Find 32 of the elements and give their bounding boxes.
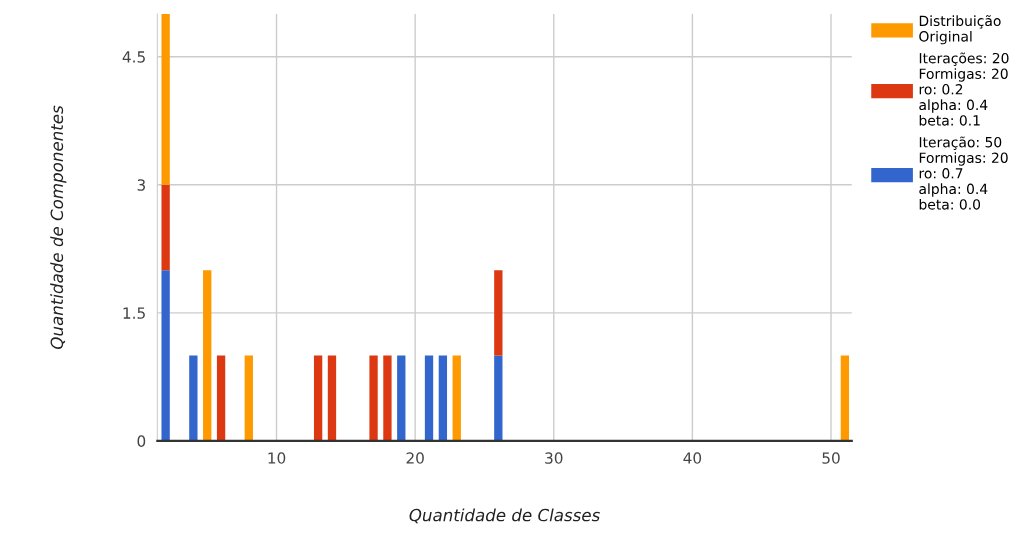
y-tick-label: 4.5 (122, 51, 145, 63)
bar (161, 270, 170, 441)
legend-label: Iterações: 20 Formigas: 20 ro: 0.2 alpha: 0.4 beta: 0.1 (919, 52, 1009, 126)
bar (424, 355, 434, 441)
legend-label: Iteração: 50 Formigas: 20 ro: 0.7 alpha: 0.4 beta: 0.0 (919, 136, 1008, 210)
bar (216, 355, 226, 441)
x-tick-label: 20 (406, 452, 424, 464)
bar (452, 355, 461, 441)
bar (383, 355, 392, 441)
bar (397, 355, 406, 441)
legend-label: Distribuição Original (919, 15, 1001, 45)
x-tick-label: 40 (683, 452, 702, 464)
x-tick-label: 50 (822, 452, 840, 464)
x-tick-label: 10 (268, 452, 286, 464)
y-tick-label: 3 (137, 179, 145, 191)
bar (161, 184, 170, 271)
x-tick-label: 30 (545, 452, 563, 464)
y-tick-label: 0 (137, 435, 146, 447)
y-tick-label: 1.5 (123, 307, 145, 319)
bar (189, 355, 198, 441)
bar (203, 270, 212, 441)
bar (494, 270, 503, 356)
bar (313, 355, 323, 441)
y-axis-title: Quantidade de Componentes (50, 105, 67, 349)
bar (438, 355, 448, 441)
bar (327, 355, 337, 441)
bar (840, 355, 850, 441)
bar (494, 355, 503, 441)
x-axis-title: Quantidade de Classes (409, 508, 600, 524)
bar (161, 14, 170, 185)
bar (369, 355, 378, 441)
bar (244, 355, 253, 441)
